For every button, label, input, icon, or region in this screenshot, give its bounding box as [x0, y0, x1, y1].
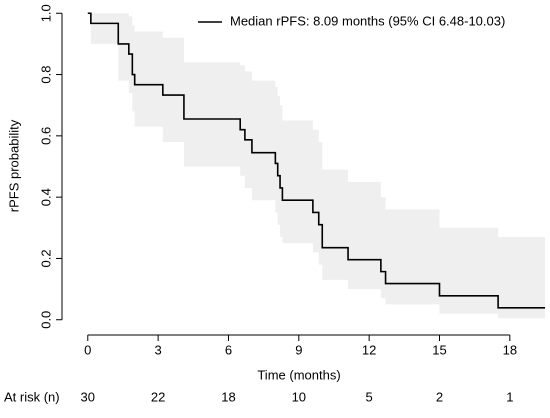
y-tick-label: 0.4: [38, 188, 53, 206]
x-tick-label: 15: [432, 342, 446, 357]
at-risk-label: At risk (n): [4, 389, 60, 404]
at-risk-value: 2: [436, 389, 443, 404]
x-tick-label: 6: [225, 342, 232, 357]
at-risk-value: 30: [81, 389, 95, 404]
x-tick-label: 18: [503, 342, 517, 357]
survival-curve: [87, 12, 545, 309]
y-tick-label: 1.0: [38, 4, 53, 22]
y-tick-label: 0.6: [38, 127, 53, 145]
x-tick-label: 12: [362, 342, 376, 357]
x-tick-label: 3: [155, 342, 162, 357]
at-risk-value: 18: [221, 389, 235, 404]
y-tick-label: 0.8: [38, 66, 53, 84]
at-risk-value: 22: [151, 389, 165, 404]
legend-label: Median rPFS: 8.09 months (95% CI 6.48-10…: [230, 13, 505, 28]
y-tick-label: 0.2: [38, 249, 53, 267]
at-risk-value: 10: [292, 389, 306, 404]
at-risk-value: 5: [366, 389, 373, 404]
y-axis-label: rPFS probability: [6, 119, 21, 212]
at-risk-value: 1: [506, 389, 513, 404]
x-tick-label: 0: [84, 342, 91, 357]
x-axis-label: Time (months): [257, 367, 340, 382]
y-tick-label: 0.0: [38, 311, 53, 329]
confidence-band: [87, 13, 545, 319]
x-tick-label: 9: [295, 342, 302, 357]
